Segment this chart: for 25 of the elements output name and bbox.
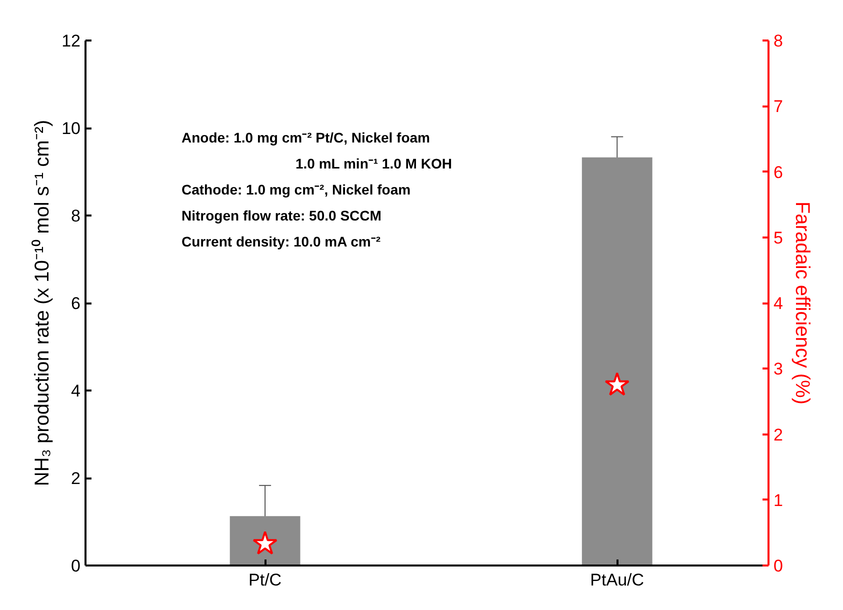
y2-tick-label: 5 [774,228,783,248]
x-tick-label: Pt/C [248,570,282,590]
annotation: Cathode: 1.0 mg cm⁻², Nickel foam [182,182,411,198]
annotation: Current density: 10.0 mA cm⁻² [182,234,381,250]
y2-tick-label: 3 [774,360,783,379]
y-tick-label: 10 [62,119,81,138]
y2-tick-label: 0 [774,556,783,576]
annotation: Nitrogen flow rate: 50.0 SCCM [182,208,382,224]
y-axis-title: NH₃ production rate (x 10⁻¹⁰ mol s⁻¹ cm⁻²) [30,120,54,486]
y-tick-label: 6 [71,294,81,313]
annotation: 1.0 mL min⁻¹ 1.0 M KOH [296,156,452,172]
y2-tick-label: 8 [774,32,783,50]
y-tick-label: 0 [71,556,81,576]
y2-tick-label: 6 [774,162,783,182]
y-tick-label: 8 [71,206,81,226]
y-tick-label: 2 [71,469,81,488]
y2-axis-title: Faradaic efficiency (%) [790,201,813,405]
y2-tick-label: 2 [774,425,783,444]
y-tick-label: 4 [71,382,81,400]
y2-tick-label: 4 [774,294,783,313]
annotation: Anode: 1.0 mg cm⁻² Pt/C, Nickel foam [182,130,430,146]
y-tick-label: 12 [62,32,81,50]
x-tick-label: PtAu/C [590,570,644,590]
y2-tick-label: 7 [774,97,783,116]
y2-tick-label: 1 [774,490,783,510]
